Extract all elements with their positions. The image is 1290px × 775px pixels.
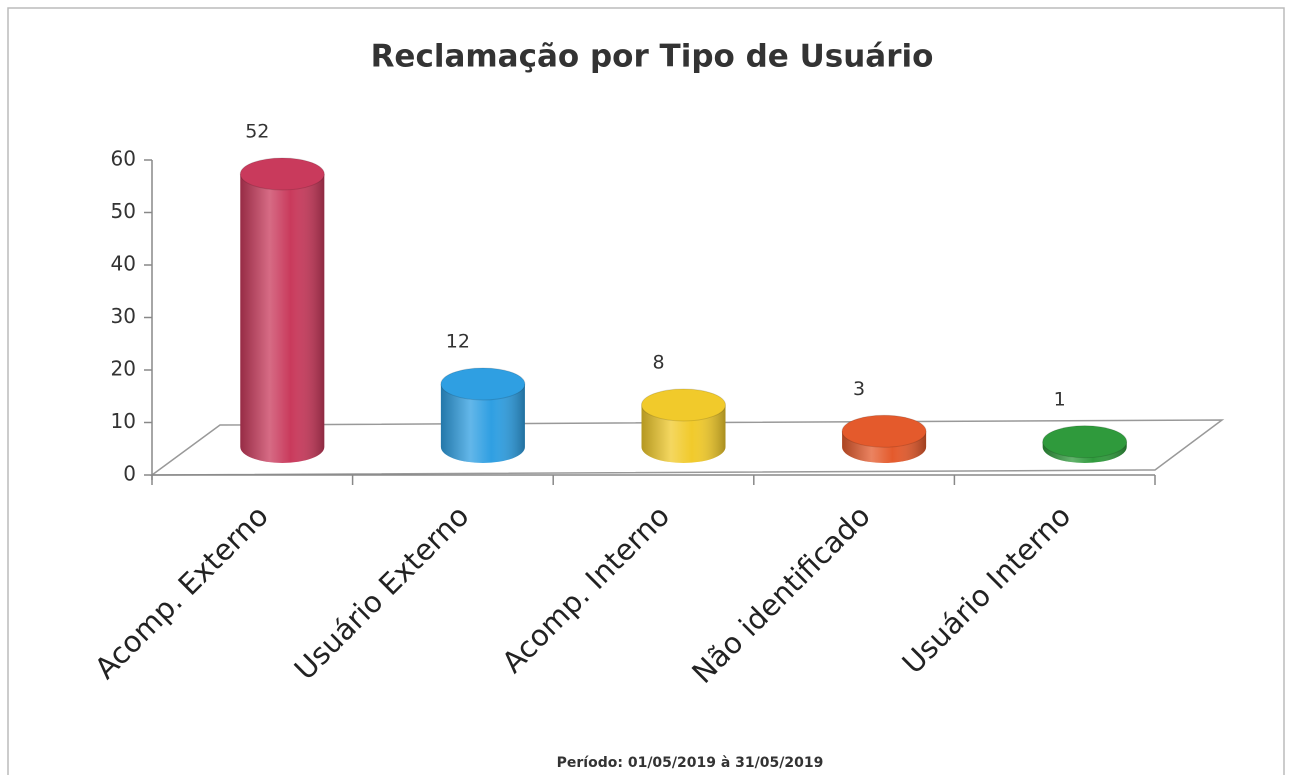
x-tick-label: Não identificado <box>685 499 876 690</box>
y-tick-label: 50 <box>111 199 136 223</box>
footnote: Período: 01/05/2019 à 31/05/2019 <box>557 755 824 771</box>
bar-top <box>440 367 526 401</box>
y-tick-label: 20 <box>111 357 136 381</box>
value-label: 3 <box>853 378 865 400</box>
bar-shade <box>240 174 325 463</box>
value-label: 8 <box>652 352 664 374</box>
y-tick-label: 10 <box>111 409 136 433</box>
y-tick-label: 0 <box>123 462 136 486</box>
x-tick-label: Acomp. Interno <box>495 499 676 680</box>
chart-title: Reclamação por Tipo de Usuário <box>371 39 934 75</box>
value-label: 52 <box>245 121 269 143</box>
bar-top <box>239 157 325 191</box>
floor <box>149 419 1225 476</box>
x-tick-label: Usuário Interno <box>896 499 1078 681</box>
y-tick-label: 30 <box>111 304 136 328</box>
y-tick-label: 60 <box>111 147 136 171</box>
value-label: 12 <box>446 331 470 353</box>
bar-top <box>1042 425 1128 459</box>
x-tick-label: Acomp. Externo <box>88 499 275 686</box>
bar-shade <box>440 384 525 463</box>
bar-shade <box>641 405 726 463</box>
bar-top <box>641 388 726 422</box>
x-tick-label: Usuário Externo <box>288 499 476 687</box>
frame <box>7 7 1285 775</box>
bar-top <box>841 414 927 448</box>
value-label: 1 <box>1054 388 1066 410</box>
y-tick-label: 40 <box>111 252 136 276</box>
